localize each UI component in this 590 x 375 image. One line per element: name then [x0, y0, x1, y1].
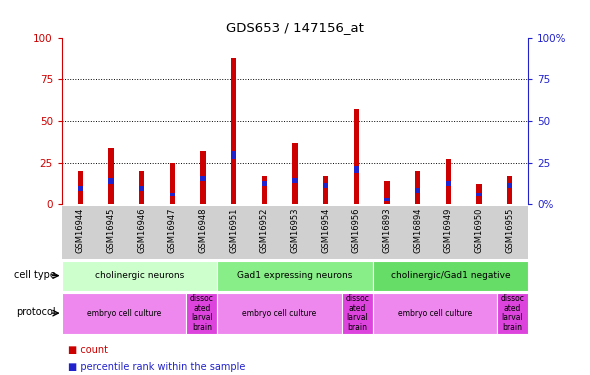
Bar [476, 184, 482, 204]
Bar [384, 198, 390, 201]
Bar [323, 176, 329, 204]
Bar [200, 151, 206, 204]
Bar [323, 183, 329, 188]
Bar [353, 166, 359, 172]
Bar [373, 292, 497, 334]
Bar [497, 292, 528, 334]
Bar [507, 183, 512, 188]
Bar [445, 159, 451, 204]
Bar [231, 151, 237, 159]
Text: dissoc
ated
larval
brain: dissoc ated larval brain [500, 294, 525, 332]
Bar [415, 188, 421, 193]
Bar [169, 193, 175, 196]
Title: GDS653 / 147156_at: GDS653 / 147156_at [226, 21, 364, 33]
Bar [108, 178, 114, 184]
Bar [62, 292, 186, 334]
Bar [445, 181, 451, 186]
Text: cell type: cell type [14, 270, 56, 280]
Bar [139, 186, 145, 191]
Bar [78, 171, 83, 204]
Bar [108, 148, 114, 204]
Bar [139, 171, 145, 204]
Text: dissoc
ated
larval
brain: dissoc ated larval brain [345, 294, 369, 332]
Text: dissoc
ated
larval
brain: dissoc ated larval brain [190, 294, 214, 332]
Bar [353, 109, 359, 204]
Text: ■ count: ■ count [68, 345, 108, 355]
Bar [292, 142, 298, 204]
Bar [261, 176, 267, 204]
Text: cholinergic neurons: cholinergic neurons [95, 271, 184, 280]
Bar [507, 176, 512, 204]
Text: ■ percentile rank within the sample: ■ percentile rank within the sample [68, 362, 245, 372]
Bar [261, 181, 267, 186]
Bar [342, 292, 373, 334]
Bar [78, 186, 83, 191]
Bar [200, 176, 206, 181]
Bar [217, 292, 342, 334]
Bar [415, 171, 421, 204]
Bar [373, 261, 528, 291]
Text: Gad1 expressing neurons: Gad1 expressing neurons [237, 271, 353, 280]
Bar [217, 261, 373, 291]
Bar [231, 57, 237, 204]
Text: protocol: protocol [17, 307, 56, 317]
Text: embryo cell culture: embryo cell culture [87, 309, 161, 318]
Bar [384, 181, 390, 204]
Text: embryo cell culture: embryo cell culture [242, 309, 317, 318]
Bar [292, 178, 298, 183]
Bar [476, 193, 482, 196]
Text: embryo cell culture: embryo cell culture [398, 309, 472, 318]
Bar [186, 292, 217, 334]
Bar [169, 163, 175, 204]
Text: cholinergic/Gad1 negative: cholinergic/Gad1 negative [391, 271, 510, 280]
Bar [62, 261, 217, 291]
